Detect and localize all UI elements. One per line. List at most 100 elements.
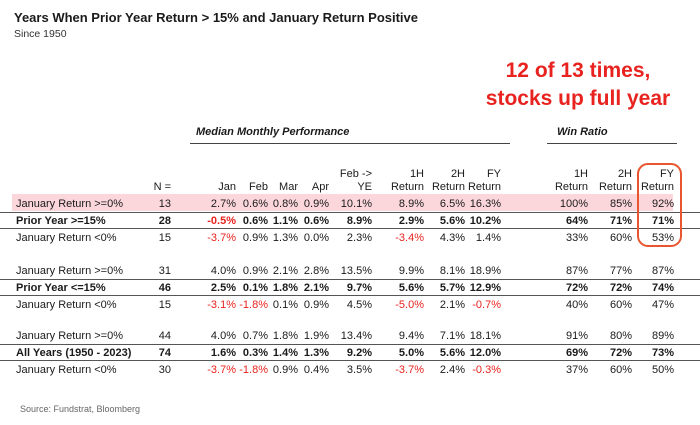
row-label: January Return <0% xyxy=(16,232,117,244)
table-row: Prior Year >=15% 28 -0.5% 0.6% 1.1% 0.6% 8.9% 2… xyxy=(0,212,700,229)
callout-line-2: stocks up full year xyxy=(485,87,671,110)
cell-w1h: 100% xyxy=(559,198,588,210)
cell-febye: 8.9% xyxy=(346,215,372,227)
cell-w1h: 69% xyxy=(565,347,588,359)
cell-apr: 1.9% xyxy=(303,330,329,342)
cell-jan: 1.6% xyxy=(210,347,236,359)
cell-febye: 10.1% xyxy=(340,198,372,210)
cell-w2h: 77% xyxy=(609,265,632,277)
cell-h1: 8.9% xyxy=(398,198,424,210)
cell-apr: 2.1% xyxy=(303,282,329,294)
cell-w2h: 85% xyxy=(609,198,632,210)
header-1h: 1H Return xyxy=(386,168,424,194)
header-win-1h-line2: Return xyxy=(554,181,588,193)
cell-w2h: 60% xyxy=(609,364,632,376)
cell-fy: -0.3% xyxy=(472,364,501,376)
cell-h1: 9.9% xyxy=(398,265,424,277)
cell-wfy: 74% xyxy=(651,282,674,294)
header-1h-line1: 1H xyxy=(409,168,424,180)
cell-h1: 5.6% xyxy=(398,282,424,294)
cell-h1: -5.0% xyxy=(395,299,424,311)
cell-apr: 1.3% xyxy=(303,347,329,359)
header-fy-line2: Return xyxy=(467,181,501,193)
cell-w2h: 72% xyxy=(609,347,632,359)
cell-febye: 13.5% xyxy=(340,265,372,277)
cell-w1h: 87% xyxy=(565,265,588,277)
cell-n: 13 xyxy=(158,198,171,210)
cell-wfy: 92% xyxy=(651,198,674,210)
header-win-2h: 2H Return xyxy=(594,168,632,194)
table-row: January Return <0% 15 -3.1% -1.8% 0.1% 0.9% 4.… xyxy=(0,297,700,314)
cell-n: 31 xyxy=(158,265,171,277)
row-label: Prior Year >=15% xyxy=(16,215,106,227)
section-label-win-ratio: Win Ratio xyxy=(557,126,608,138)
cell-feb: 0.3% xyxy=(242,347,268,359)
row-label: January Return >=0% xyxy=(16,265,124,277)
header-feb-ye-line2: YE xyxy=(357,181,372,193)
cell-mar: 0.8% xyxy=(272,198,298,210)
cell-fy: 18.1% xyxy=(469,330,501,342)
cell-fy: 12.9% xyxy=(469,282,501,294)
cell-h2: 5.6% xyxy=(439,347,465,359)
section-rule-median xyxy=(190,143,510,145)
cell-h1: 2.9% xyxy=(398,215,424,227)
header-win-fy-line2: Return xyxy=(640,181,674,193)
cell-h1: -3.4% xyxy=(395,232,424,244)
header-1h-line2: Return xyxy=(390,181,424,193)
cell-mar: 1.3% xyxy=(272,232,298,244)
cell-h2: 2.1% xyxy=(439,299,465,311)
cell-n: 15 xyxy=(158,299,171,311)
header-win-2h-line1: 2H xyxy=(617,168,632,180)
cell-feb: 0.1% xyxy=(242,282,268,294)
header-win-1h-line1: 1H xyxy=(573,168,588,180)
cell-feb: -1.8% xyxy=(239,364,268,376)
cell-n: 44 xyxy=(158,330,171,342)
cell-w1h: 72% xyxy=(565,282,588,294)
cell-n: 28 xyxy=(158,215,171,227)
cell-feb: 0.9% xyxy=(242,232,268,244)
row-label: January Return >=0% xyxy=(16,198,124,210)
cell-feb: 0.9% xyxy=(242,265,268,277)
cell-fy: 10.2% xyxy=(469,215,501,227)
callout-line-1: 12 of 13 times, xyxy=(505,59,651,82)
cell-mar: 2.1% xyxy=(272,265,298,277)
cell-feb: 0.6% xyxy=(242,215,268,227)
header-apr: Apr xyxy=(311,181,329,193)
table-row: January Return <0% 15 -3.7% 0.9% 1.3% 0.0% 2.3… xyxy=(0,230,700,247)
row-label: January Return <0% xyxy=(16,364,117,376)
cell-h2: 7.1% xyxy=(439,330,465,342)
cell-n: 30 xyxy=(158,364,171,376)
cell-febye: 9.7% xyxy=(346,282,372,294)
header-win-2h-line2: Return xyxy=(598,181,632,193)
cell-apr: 2.8% xyxy=(303,265,329,277)
callout-text: 12 of 13 times, stocks up full year xyxy=(478,57,678,113)
cell-w2h: 60% xyxy=(609,232,632,244)
cell-apr: 0.9% xyxy=(303,198,329,210)
table-row: January Return >=0% 44 4.0% 0.7% 1.8% 1.9% 13.… xyxy=(0,328,700,345)
fy-win-ratio-highlight-box xyxy=(637,163,682,247)
cell-w1h: 37% xyxy=(565,364,588,376)
cell-wfy: 47% xyxy=(651,299,674,311)
header-win-fy: FY Return xyxy=(636,168,674,194)
cell-wfy: 89% xyxy=(651,330,674,342)
cell-jan: -3.7% xyxy=(207,364,236,376)
cell-w1h: 64% xyxy=(565,215,588,227)
cell-feb: 0.7% xyxy=(242,330,268,342)
cell-w1h: 33% xyxy=(565,232,588,244)
cell-mar: 1.8% xyxy=(272,282,298,294)
cell-apr: 0.6% xyxy=(303,215,329,227)
cell-w2h: 72% xyxy=(609,282,632,294)
cell-mar: 0.1% xyxy=(272,299,298,311)
table-row: All Years (1950 - 2023) 74 1.6% 0.3% 1.4% 1.3… xyxy=(0,344,700,361)
table-row: January Return >=0% 31 4.0% 0.9% 2.1% 2.8% 13.… xyxy=(0,263,700,280)
cell-jan: 2.5% xyxy=(210,282,236,294)
row-label: Prior Year <=15% xyxy=(16,282,106,294)
cell-mar: 0.9% xyxy=(272,364,298,376)
table-row: January Return >=0% 13 2.7% 0.6% 0.8% 0.9% 10.… xyxy=(0,196,700,213)
cell-feb: 0.6% xyxy=(242,198,268,210)
cell-jan: 2.7% xyxy=(210,198,236,210)
cell-h2: 5.6% xyxy=(439,215,465,227)
cell-h2: 2.4% xyxy=(439,364,465,376)
cell-wfy: 87% xyxy=(651,265,674,277)
cell-w2h: 60% xyxy=(609,299,632,311)
